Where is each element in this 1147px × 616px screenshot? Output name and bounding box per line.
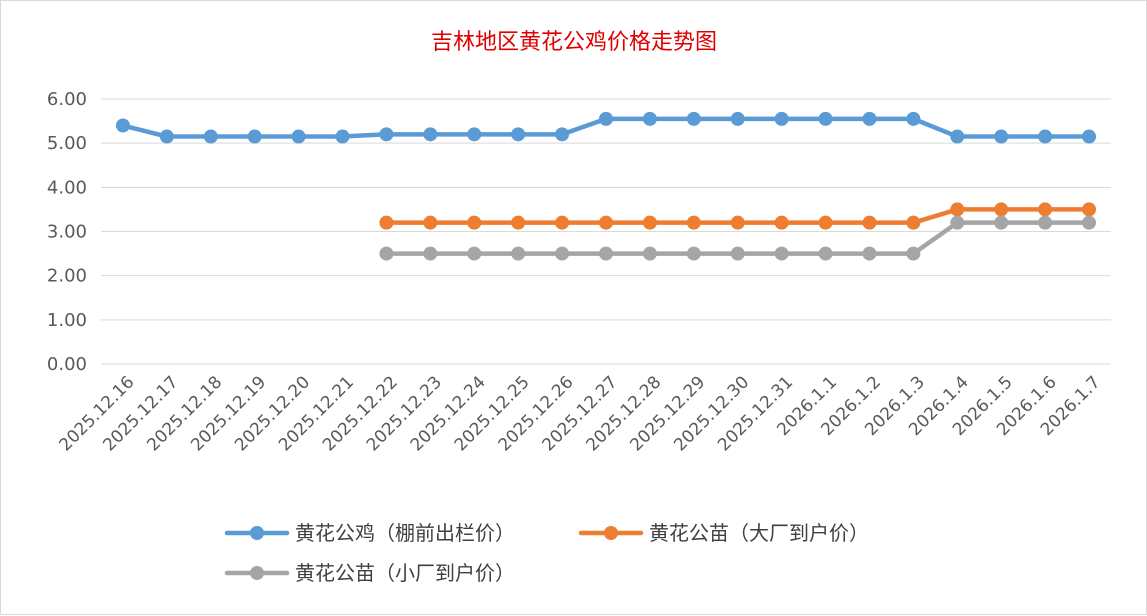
series-1-point bbox=[1082, 129, 1097, 144]
series-1-point bbox=[467, 127, 482, 142]
y-tick-label: 5.00 bbox=[47, 133, 87, 154]
series-2-point bbox=[686, 215, 701, 230]
series-1-point bbox=[818, 111, 833, 126]
legend-swatch-marker bbox=[250, 566, 264, 580]
series-1-point bbox=[950, 129, 965, 144]
series-1-point bbox=[994, 129, 1009, 144]
series-2-point bbox=[642, 215, 657, 230]
series-1-point bbox=[642, 111, 657, 126]
series-3-point bbox=[730, 246, 745, 261]
legend-label: 黄花公鸡（棚前出栏价） bbox=[295, 521, 515, 545]
chart-title: 吉林地区黄花公鸡价格走势图 bbox=[431, 30, 717, 55]
series-3-point bbox=[686, 246, 701, 261]
series-1-point bbox=[247, 129, 262, 144]
series-2-point bbox=[774, 215, 789, 230]
series-1-point bbox=[335, 129, 350, 144]
y-tick-label: 2.00 bbox=[47, 266, 87, 287]
y-tick-label: 4.00 bbox=[47, 177, 87, 198]
series-3-point bbox=[511, 246, 526, 261]
series-1-point bbox=[159, 129, 174, 144]
series-2-point bbox=[467, 215, 482, 230]
series-3-point bbox=[379, 246, 394, 261]
series-2-point bbox=[555, 215, 570, 230]
series-3-point bbox=[906, 246, 921, 261]
series-3-point bbox=[994, 215, 1009, 230]
series-1-point bbox=[862, 111, 877, 126]
series-1-point bbox=[906, 111, 921, 126]
series-2-point bbox=[906, 215, 921, 230]
series-2-point bbox=[1082, 202, 1097, 217]
series-3-point bbox=[774, 246, 789, 261]
legend-swatch-marker bbox=[604, 526, 618, 540]
series-3-point bbox=[555, 246, 570, 261]
series-1-point bbox=[774, 111, 789, 126]
series-1-point bbox=[555, 127, 570, 142]
series-3-point bbox=[423, 246, 438, 261]
series-2-point bbox=[379, 215, 394, 230]
legend-label: 黄花公苗（小厂到户价） bbox=[295, 561, 515, 585]
legend-swatch-marker bbox=[250, 526, 264, 540]
series-1-point bbox=[291, 129, 306, 144]
y-tick-label: 6.00 bbox=[47, 89, 87, 110]
y-tick-label: 1.00 bbox=[47, 310, 87, 331]
series-3-point bbox=[950, 215, 965, 230]
series-3-point bbox=[642, 246, 657, 261]
series-2-point bbox=[862, 215, 877, 230]
series-1-point bbox=[599, 111, 613, 126]
series-1-point bbox=[1038, 129, 1053, 144]
series-2-point bbox=[1038, 202, 1053, 217]
series-1-point bbox=[730, 111, 745, 126]
series-2-point bbox=[818, 215, 833, 230]
series-2-point bbox=[599, 215, 613, 230]
series-2-point bbox=[730, 215, 745, 230]
legend-label: 黄花公苗（大厂到户价） bbox=[649, 521, 869, 545]
series-3-point bbox=[818, 246, 833, 261]
series-3-point bbox=[1038, 215, 1053, 230]
series-1-point bbox=[203, 129, 218, 144]
series-2-point bbox=[994, 202, 1009, 217]
series-2-point bbox=[950, 202, 965, 217]
series-1-point bbox=[511, 127, 526, 142]
series-1-point bbox=[686, 111, 701, 126]
series-1-point bbox=[423, 127, 438, 142]
series-1-point bbox=[115, 118, 130, 133]
series-1-point bbox=[379, 127, 394, 142]
series-3-point bbox=[862, 246, 877, 261]
series-2-point bbox=[511, 215, 526, 230]
series-3-point bbox=[599, 246, 613, 261]
series-3-point bbox=[467, 246, 482, 261]
y-tick-label: 0.00 bbox=[47, 354, 87, 375]
series-2-point bbox=[423, 215, 438, 230]
y-tick-label: 3.00 bbox=[47, 222, 87, 243]
series-3-point bbox=[1082, 215, 1097, 230]
